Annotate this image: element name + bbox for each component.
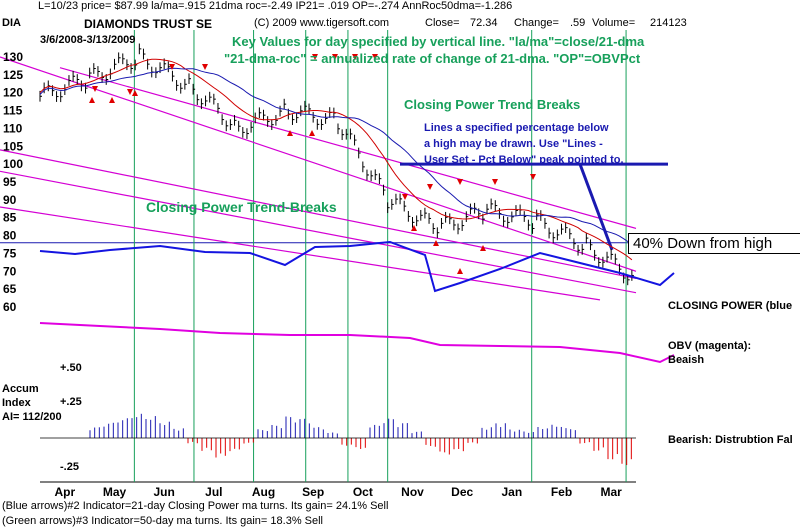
date-range: 3/6/2008-3/13/2009 bbox=[40, 34, 136, 46]
red-down-arrow bbox=[492, 179, 498, 185]
ai-value: AI= 112/200 bbox=[2, 411, 62, 423]
red-up-arrow bbox=[89, 97, 95, 103]
red-up-arrow bbox=[433, 240, 439, 246]
obv-status: Beaish bbox=[668, 354, 705, 366]
footer-line-1: (Blue arrows)#2 Indicator=21-day Closing… bbox=[2, 500, 389, 512]
copyright-label: (C) 2009 www.tigersoft.com bbox=[254, 17, 390, 29]
accum-label: Accum bbox=[2, 383, 39, 395]
pointer-line bbox=[578, 163, 614, 251]
lower-channel-line-2 bbox=[0, 206, 601, 301]
lower-channel-line bbox=[0, 170, 637, 294]
accum-index-bars bbox=[40, 413, 636, 466]
x-tick-label: Mar bbox=[600, 485, 622, 499]
red-up-arrow bbox=[109, 97, 115, 103]
forty-pct-box: 40% Down from high bbox=[628, 233, 800, 254]
price-series bbox=[39, 43, 634, 286]
change-label: Change= bbox=[514, 17, 559, 29]
x-tick-label: Jan bbox=[501, 485, 522, 499]
x-tick-label: Aug bbox=[252, 485, 275, 499]
y-tick-label: 100 bbox=[3, 157, 23, 171]
x-tick-label: May bbox=[103, 485, 127, 499]
y-tick-label: 70 bbox=[3, 264, 17, 278]
red-down-arrow bbox=[427, 184, 433, 190]
obv-label: OBV (magenta): bbox=[668, 340, 752, 352]
red-down-arrow bbox=[530, 174, 536, 180]
plus25-label: +.25 bbox=[60, 396, 82, 408]
y-tick-label: 75 bbox=[3, 246, 17, 260]
upper-channel-line bbox=[0, 56, 637, 272]
close-label: Close= bbox=[425, 17, 460, 29]
red-down-arrow bbox=[352, 54, 358, 60]
index-label: Index bbox=[2, 397, 31, 409]
red-down-arrow bbox=[169, 64, 175, 70]
closing-power-label: CLOSING POWER (blue bbox=[668, 300, 793, 312]
y-tick-label: 80 bbox=[3, 229, 17, 243]
red-up-arrow bbox=[309, 130, 315, 136]
closing-power-line bbox=[39, 240, 675, 293]
bearish-label: Bearish: Distrubtion Fal bbox=[668, 434, 793, 446]
x-tick-label: Dec bbox=[451, 485, 473, 499]
y-tick-label: 65 bbox=[3, 282, 17, 296]
x-tick-label: Apr bbox=[54, 485, 75, 499]
obv-line bbox=[39, 322, 675, 364]
red-down-arrow bbox=[312, 54, 318, 60]
dma21-line bbox=[39, 58, 633, 261]
cp-trend-breaks-top: Closing Power Trend Breaks bbox=[404, 97, 581, 112]
footer-line-2: (Green arrows)#3 Indicator=50-day ma tur… bbox=[2, 515, 323, 527]
cp-trend-breaks-left: Closing Power Trend-Breaks bbox=[146, 199, 337, 215]
y-tick-label: 90 bbox=[3, 193, 17, 207]
obv-series bbox=[39, 322, 675, 364]
lines-note-1: Lines a specified percentage below bbox=[424, 122, 609, 134]
lines-note-3: User Set - Pct Below" peak pointed to. bbox=[424, 154, 624, 166]
lines-note-2: a high may be drawn. Use "Lines - bbox=[424, 138, 603, 150]
symbol-label: DIA bbox=[2, 17, 21, 29]
minus25-label: -.25 bbox=[60, 461, 79, 473]
red-up-arrow bbox=[132, 90, 138, 96]
red-down-arrow bbox=[127, 89, 133, 95]
dma50-line bbox=[39, 67, 633, 245]
red-up-arrow bbox=[480, 245, 486, 251]
closing-power-series bbox=[39, 240, 675, 293]
red-up-arrow bbox=[411, 225, 417, 231]
red-down-arrow bbox=[457, 179, 463, 185]
red-up-arrow bbox=[457, 268, 463, 274]
y-tick-label: 130 bbox=[3, 50, 23, 64]
key-values-note-2: "21-dma-roc" = annualized rate of change… bbox=[224, 51, 641, 66]
red-down-arrow bbox=[332, 54, 338, 60]
y-tick-label: 125 bbox=[3, 68, 23, 82]
y-tick-label: 95 bbox=[3, 175, 17, 189]
red-down-arrow bbox=[92, 86, 98, 92]
plus50-label: +.50 bbox=[60, 362, 82, 374]
trend-lines bbox=[0, 56, 668, 301]
change-value: .59 bbox=[570, 17, 586, 29]
volume-value: 214123 bbox=[650, 17, 687, 29]
y-tick-label: 120 bbox=[3, 86, 23, 100]
y-tick-label: 105 bbox=[3, 139, 23, 153]
security-name: DIAMONDS TRUST SE bbox=[84, 17, 213, 31]
red-up-arrow bbox=[287, 130, 293, 136]
y-tick-label: 60 bbox=[3, 300, 17, 314]
y-tick-label: 85 bbox=[3, 211, 17, 225]
close-value: 72.34 bbox=[470, 17, 498, 29]
upper-channel-line-2 bbox=[59, 67, 637, 230]
x-tick-label: Nov bbox=[401, 485, 424, 499]
volume-label: Volume= bbox=[592, 17, 636, 29]
x-tick-label: Jun bbox=[153, 485, 174, 499]
red-down-arrow bbox=[402, 194, 408, 200]
x-tick-label: Jul bbox=[205, 485, 222, 499]
x-tick-label: Sep bbox=[302, 485, 324, 499]
x-tick-label: Feb bbox=[551, 485, 572, 499]
red-down-arrow bbox=[202, 64, 208, 70]
y-tick-label: 110 bbox=[3, 121, 23, 135]
header-line: L=10/23 price= $87.99 la/ma=.915 21dma r… bbox=[38, 0, 513, 12]
key-values-note-1: Key Values for day specified by vertical… bbox=[232, 34, 645, 49]
x-tick-label: Oct bbox=[353, 485, 373, 499]
axis-ticks: 130 125 120 115 110 105 100 95 90 85 80 75 70 65 60 Apr… bbox=[3, 50, 622, 499]
red-down-arrow bbox=[372, 54, 378, 60]
y-tick-label: 115 bbox=[3, 104, 23, 118]
signal-arrows bbox=[89, 54, 536, 274]
